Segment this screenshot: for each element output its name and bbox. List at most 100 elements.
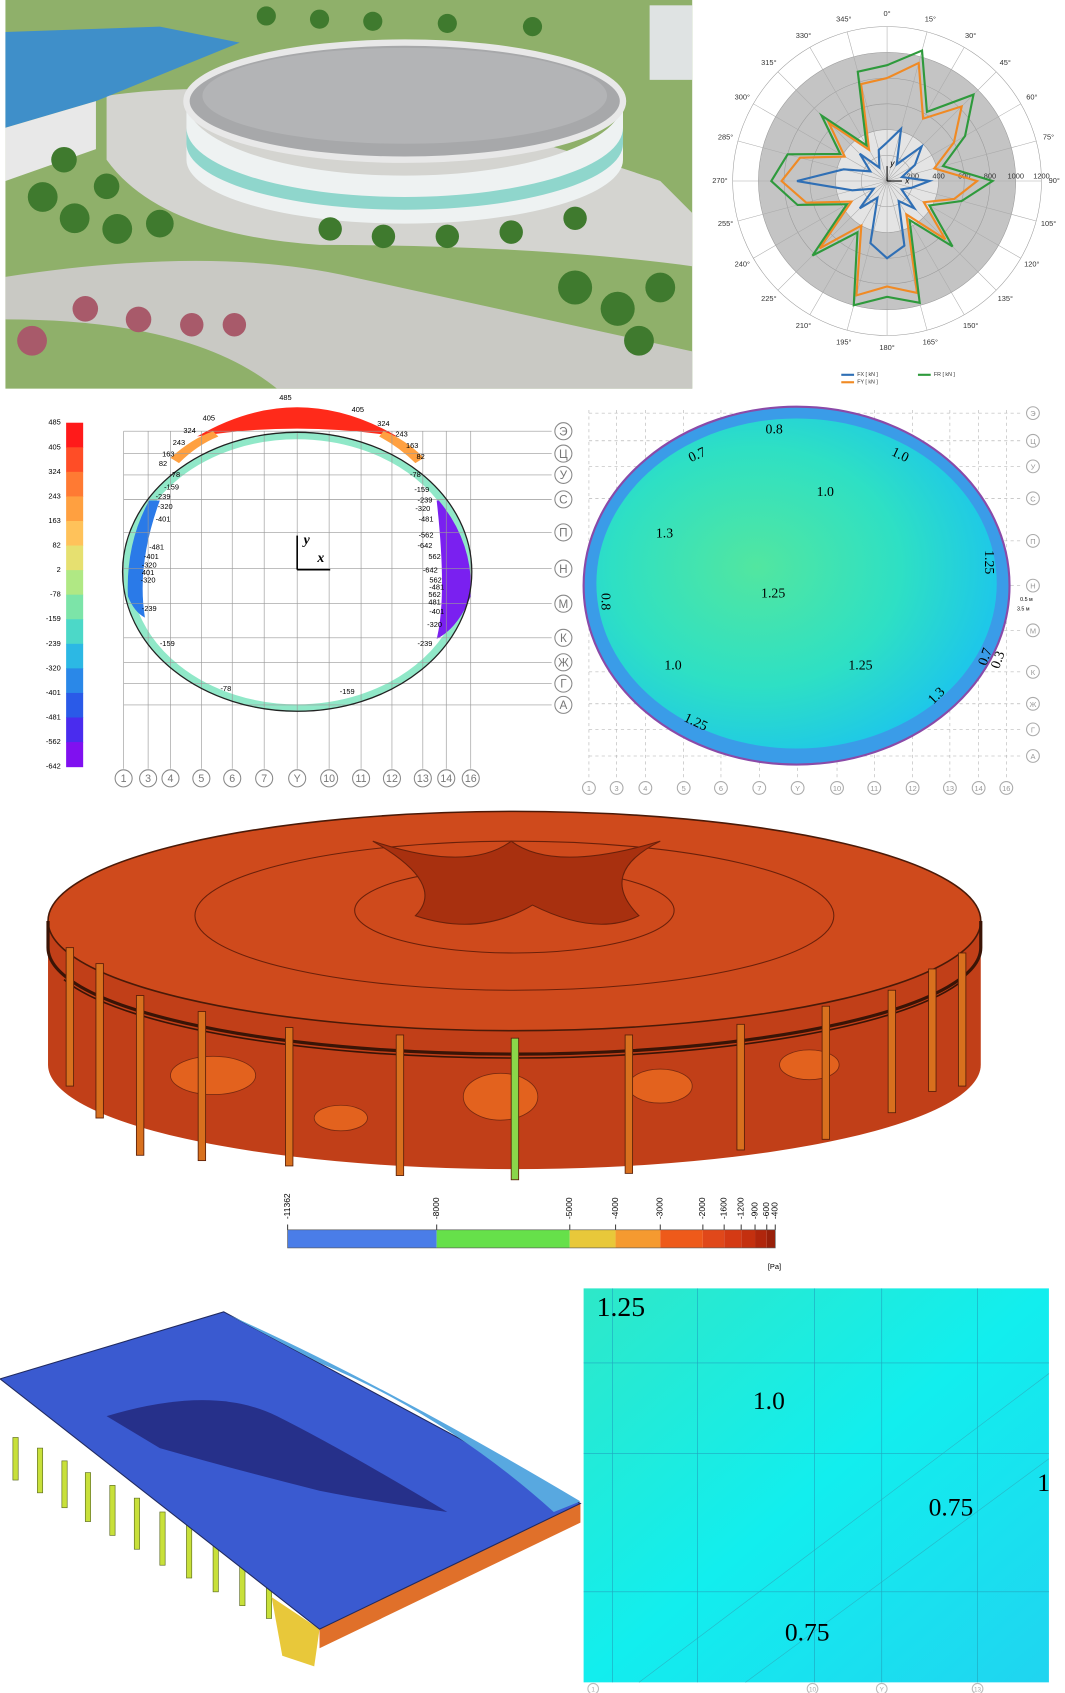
column-label: Y bbox=[294, 773, 301, 785]
value-label: -481 bbox=[419, 515, 434, 524]
angle-grid bbox=[886, 71, 997, 182]
axis-bubble bbox=[942, 781, 957, 795]
row-label: У bbox=[1031, 462, 1036, 471]
colorbar-segment bbox=[755, 1229, 767, 1248]
angle-tick-label: 240° bbox=[735, 260, 750, 269]
radial-tick-label: 1000 bbox=[1007, 172, 1024, 181]
angle-tick-label: 45° bbox=[1000, 58, 1011, 67]
roof-contour: 1.25 1.0 0.75 1 0.75 1 10 Y 13 bbox=[583, 1288, 1050, 1693]
colorbar-tick-label: -2000 bbox=[697, 1197, 707, 1219]
colorbar-segment bbox=[66, 545, 84, 571]
column-label: 14 bbox=[975, 784, 983, 793]
colorbar-segment bbox=[66, 619, 84, 645]
value-label: -239 bbox=[142, 604, 157, 613]
axis-label: x bbox=[316, 550, 324, 565]
value-label: 405 bbox=[203, 413, 215, 422]
axis-bubble bbox=[554, 465, 573, 484]
row-label: К bbox=[1031, 668, 1036, 677]
angle-grid bbox=[887, 140, 1037, 182]
row-label: С bbox=[559, 494, 567, 507]
stadium-render bbox=[5, 0, 693, 389]
angle-tick-label: 135° bbox=[998, 294, 1013, 303]
value-label: -642 bbox=[418, 541, 433, 550]
row-label: Ж bbox=[1030, 700, 1037, 709]
row-label: А bbox=[1030, 752, 1035, 761]
colorbar-tick-label: 485 bbox=[48, 418, 60, 427]
axis-bubble bbox=[867, 781, 882, 795]
angle-grid bbox=[777, 180, 888, 291]
dimension-label: 0.5 м bbox=[1020, 597, 1033, 603]
angle-tick-label: 345° bbox=[836, 15, 851, 24]
row-label: Н bbox=[1030, 582, 1035, 591]
value-label: -401 bbox=[429, 607, 444, 616]
axis-bubble bbox=[905, 781, 920, 795]
colorbar-segment bbox=[569, 1229, 616, 1248]
contour-label: 1.3 bbox=[656, 526, 673, 541]
value-label: 401 bbox=[142, 568, 154, 577]
colorbar-tick-label: -900 bbox=[749, 1202, 759, 1219]
angle-tick-label: 195° bbox=[836, 337, 851, 346]
axis-bubble bbox=[554, 653, 573, 672]
contour-label: 1.0 bbox=[664, 658, 681, 673]
value-label: 562 bbox=[428, 590, 440, 599]
colorbar-tick-label: 324 bbox=[48, 467, 60, 476]
contour-label: 1.25 bbox=[761, 585, 785, 600]
angle-tick-label: 75° bbox=[1043, 133, 1054, 142]
column-label: 3 bbox=[615, 784, 619, 793]
axis-bubble bbox=[1026, 664, 1040, 679]
row-label: П bbox=[559, 527, 567, 540]
colorbar-segment bbox=[66, 520, 84, 547]
colorbar-tick-label: -1200 bbox=[735, 1197, 745, 1219]
radial-tick-label: 800 bbox=[984, 172, 996, 181]
stress-diagram: 485405324243163822-78-159-239-320-401-48… bbox=[46, 393, 573, 788]
axis-bubble bbox=[554, 628, 573, 647]
contour-label: 1.0 bbox=[889, 444, 911, 465]
angle-tick-label: 15° bbox=[925, 15, 936, 24]
value-label: -239 bbox=[418, 639, 433, 648]
colorbar-segment bbox=[660, 1229, 703, 1248]
axis-bubble bbox=[609, 781, 624, 795]
axis-bubble bbox=[587, 1682, 600, 1693]
angle-grid bbox=[753, 103, 888, 182]
axis-bubble bbox=[1026, 578, 1040, 593]
axis-bubble bbox=[554, 594, 573, 613]
colorbar-tick-label: -5000 bbox=[564, 1197, 574, 1219]
colorbar-segment bbox=[66, 570, 84, 596]
contour-label: 1 bbox=[1037, 1468, 1050, 1497]
column-label: 16 bbox=[465, 773, 477, 785]
angle-grid bbox=[886, 31, 928, 182]
axis-bubble bbox=[676, 781, 691, 795]
value-label: 243 bbox=[395, 429, 407, 438]
row-label: С bbox=[1030, 494, 1036, 503]
roof-model bbox=[0, 1311, 582, 1667]
row-label: Г bbox=[1031, 725, 1035, 734]
angle-grid bbox=[886, 180, 928, 331]
colorbar-segment bbox=[66, 692, 84, 719]
colorbar-tick-label: -600 bbox=[761, 1202, 771, 1219]
polar-chart: 200 400 600 800 1000 12000°15°30°45°60°75°90°… bbox=[712, 9, 1060, 386]
axis-bubble bbox=[875, 1682, 888, 1693]
contour-label: 1.0 bbox=[817, 484, 834, 499]
value-label: -481 bbox=[149, 542, 164, 551]
value-label: -320 bbox=[141, 575, 156, 584]
colorbar-tick-label: -3000 bbox=[655, 1197, 665, 1219]
value-label: -239 bbox=[418, 495, 433, 504]
axis-bubble bbox=[752, 781, 767, 795]
column-label: 7 bbox=[757, 784, 761, 793]
angle-tick-label: 285° bbox=[718, 133, 733, 142]
contour-label: 0.75 bbox=[785, 1617, 830, 1646]
value-label: -320 bbox=[142, 560, 157, 569]
radial-tick-label: 400 bbox=[932, 172, 944, 181]
axis-bubble bbox=[790, 781, 805, 795]
ring-outline bbox=[121, 431, 473, 712]
column-label: 12 bbox=[386, 773, 398, 785]
colorbar-segment bbox=[66, 471, 84, 497]
angle-grid bbox=[809, 180, 888, 315]
row-label: Г bbox=[560, 678, 567, 691]
pressure-model: -11362 -8000 -5000 -4000 -3000 -2000 -1600 -120… bbox=[46, 810, 983, 1271]
value-label: 481 bbox=[428, 598, 440, 607]
row-label: П bbox=[1030, 537, 1035, 546]
radial-tick-label: 1200 bbox=[1033, 172, 1050, 181]
colorbar-segment bbox=[66, 643, 84, 669]
